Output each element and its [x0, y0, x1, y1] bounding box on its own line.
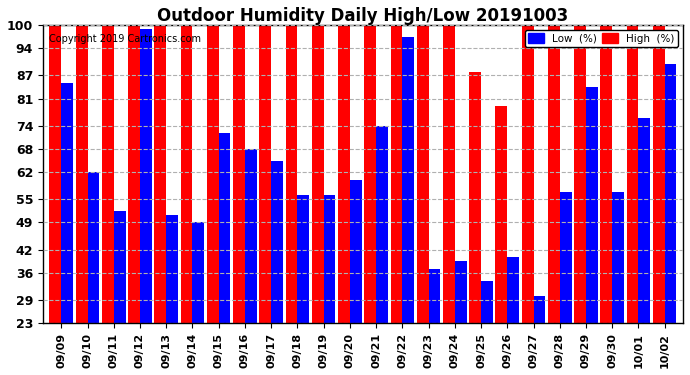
Title: Outdoor Humidity Daily High/Low 20191003: Outdoor Humidity Daily High/Low 20191003 — [157, 7, 569, 25]
Bar — [507, 257, 519, 323]
Bar — [259, 25, 271, 323]
Bar — [402, 37, 414, 323]
Bar — [481, 280, 493, 323]
Bar — [376, 126, 388, 323]
Bar — [181, 25, 193, 323]
Bar — [297, 195, 309, 323]
Bar — [548, 25, 560, 323]
Bar — [88, 172, 99, 323]
Bar — [469, 72, 481, 323]
Bar — [664, 64, 676, 323]
Bar — [653, 25, 664, 323]
Bar — [417, 25, 428, 323]
Bar — [166, 215, 178, 323]
Bar — [560, 192, 571, 323]
Bar — [638, 118, 650, 323]
Bar — [522, 25, 533, 323]
Bar — [76, 25, 88, 323]
Bar — [455, 261, 466, 323]
Bar — [271, 160, 283, 323]
Bar — [128, 25, 140, 323]
Bar — [574, 25, 586, 323]
Bar — [219, 134, 230, 323]
Bar — [586, 87, 598, 323]
Bar — [364, 25, 376, 323]
Bar — [207, 25, 219, 323]
Bar — [155, 25, 166, 323]
Bar — [495, 106, 507, 323]
Bar — [627, 25, 638, 323]
Bar — [533, 296, 545, 323]
Bar — [245, 149, 257, 323]
Bar — [312, 25, 324, 323]
Bar — [324, 195, 335, 323]
Bar — [443, 25, 455, 323]
Bar — [61, 83, 73, 323]
Legend: Low  (%), High  (%): Low (%), High (%) — [525, 30, 678, 47]
Bar — [140, 29, 152, 323]
Bar — [612, 192, 624, 323]
Bar — [600, 25, 612, 323]
Bar — [391, 25, 402, 323]
Bar — [428, 269, 440, 323]
Bar — [193, 222, 204, 323]
Bar — [233, 25, 245, 323]
Bar — [286, 25, 297, 323]
Bar — [102, 25, 114, 323]
Bar — [350, 180, 362, 323]
Bar — [50, 25, 61, 323]
Bar — [338, 25, 350, 323]
Bar — [114, 211, 126, 323]
Text: Copyright 2019 Cartronics.com: Copyright 2019 Cartronics.com — [49, 34, 201, 44]
